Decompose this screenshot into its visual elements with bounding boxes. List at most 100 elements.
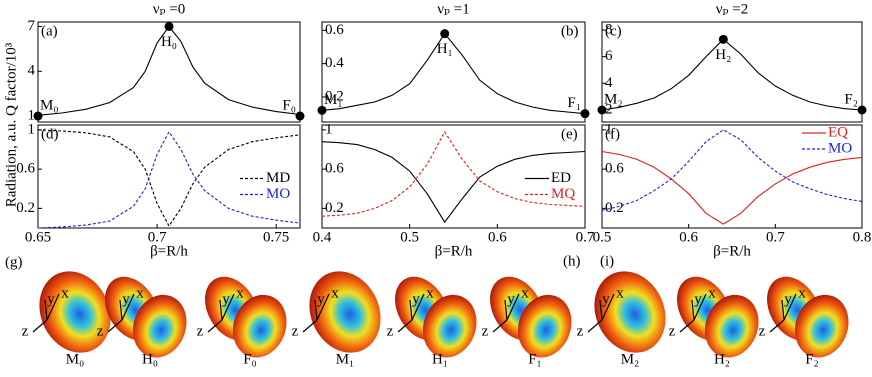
- mode-render: xy z M₂: [577, 271, 666, 367]
- legend-label: MQ: [551, 186, 575, 202]
- axis-letter: z: [387, 323, 394, 339]
- axis-letter: y: [222, 291, 230, 307]
- point-label: F₀: [282, 97, 296, 113]
- data-line: [37, 129, 301, 228]
- axes-frame: [321, 21, 586, 123]
- y-tick-label: 4: [28, 63, 36, 79]
- point-label: M₀: [40, 97, 59, 113]
- x-axis-label: β=R/h: [713, 243, 751, 259]
- axis-arrow: [316, 293, 330, 321]
- axis-arrow: [397, 319, 413, 333]
- y-tick-label: 0.2: [16, 200, 35, 216]
- point-label: H₀: [161, 34, 177, 50]
- column-title: νₚ =1: [437, 1, 470, 17]
- axis-arrow: [693, 293, 707, 321]
- axis-letter: x: [426, 285, 434, 301]
- x-axis-label: β=R/h: [150, 243, 188, 259]
- column-title: νₚ =2: [716, 1, 749, 17]
- axis-arrow: [783, 293, 797, 321]
- axis-arrow: [492, 319, 508, 333]
- mode-label: H₂: [714, 351, 730, 367]
- axis-letter: y: [317, 291, 325, 307]
- axis-letter: z: [759, 323, 766, 339]
- axis-arrow: [679, 319, 695, 333]
- axis-letter: z: [292, 323, 299, 339]
- axis-arrow: [44, 299, 48, 321]
- panel-label: (d): [41, 126, 59, 142]
- panel-label: (a): [41, 23, 58, 39]
- data-line: [601, 150, 863, 225]
- axes-frame: [601, 21, 863, 123]
- axis-letter: x: [331, 285, 339, 301]
- axis-letter: z: [197, 323, 204, 339]
- mode-render: xy z M₁: [292, 271, 381, 367]
- y-tick-label: 1: [605, 121, 613, 137]
- x-tick-label: 0.6: [488, 229, 507, 245]
- point-marker: [597, 105, 607, 115]
- mode-render: xy z F₁: [482, 276, 572, 367]
- axes-frame: [321, 124, 586, 229]
- y-tick-label: 0.6: [605, 161, 624, 177]
- axis-letter: z: [577, 323, 584, 339]
- field-lobe: [794, 294, 849, 358]
- point-marker: [718, 34, 728, 44]
- point-marker: [295, 111, 305, 121]
- point-label: H₂: [715, 47, 731, 63]
- y-tick-label: 6: [605, 48, 613, 64]
- point-label: H₁: [437, 41, 453, 57]
- data-line: [321, 141, 586, 224]
- axes-frame: [601, 124, 863, 229]
- panel-label: (f): [605, 126, 620, 142]
- legend-label: MD: [266, 170, 290, 186]
- field-lobe: [132, 294, 187, 358]
- axis-arrow: [32, 319, 48, 333]
- panel-label: (b): [561, 23, 579, 39]
- mode-label: M₁: [336, 351, 355, 367]
- x-tick-label: 0.7: [576, 229, 595, 245]
- column-title: νₚ =0: [153, 1, 186, 17]
- data-line: [321, 130, 586, 217]
- point-label: F₂: [844, 91, 858, 107]
- data-line: [601, 129, 863, 211]
- field-lobe: [232, 294, 287, 358]
- axis-arrow: [587, 319, 603, 333]
- legend-label: MO: [266, 186, 290, 202]
- panel-label: (c): [605, 23, 622, 39]
- mode-render: xy z H₀: [97, 276, 187, 367]
- axis-letter: z: [97, 323, 104, 339]
- data-line: [37, 130, 301, 229]
- axis-arrow: [107, 319, 123, 333]
- axis-letter: y: [47, 291, 55, 307]
- axis-letter: x: [708, 285, 716, 301]
- y-tick-label: 1: [325, 121, 333, 137]
- y-tick-label: 8: [605, 21, 613, 37]
- point-marker: [164, 21, 174, 31]
- x-tick-label: 0.5: [400, 229, 419, 245]
- axis-arrow: [219, 299, 223, 321]
- y-tick-label: 1: [28, 107, 36, 123]
- field-shape: [594, 271, 666, 353]
- axis-arrow: [221, 293, 235, 321]
- axis-letter: x: [798, 285, 806, 301]
- legend-label: ED: [551, 170, 571, 186]
- panel-label: (e): [561, 126, 578, 142]
- axis-arrow: [409, 299, 413, 321]
- point-marker: [33, 111, 43, 121]
- y-tick-label: 0.6: [325, 161, 344, 177]
- axis-letter: y: [122, 291, 130, 307]
- mode-label: F₁: [528, 351, 542, 367]
- axis-letter: y: [412, 291, 420, 307]
- mode-label: H₀: [142, 351, 158, 367]
- mode-render: xy z M₀: [22, 271, 111, 367]
- axis-letter: y: [694, 291, 702, 307]
- axis-letter: x: [136, 285, 144, 301]
- axis-arrow: [119, 299, 123, 321]
- axis-arrow: [599, 299, 603, 321]
- axis-arrow: [691, 299, 695, 321]
- axis-arrow: [411, 293, 425, 321]
- axis-letter: x: [236, 285, 244, 301]
- panel-label: (g): [5, 254, 23, 270]
- axis-arrow: [769, 319, 785, 333]
- data-line: [321, 32, 586, 115]
